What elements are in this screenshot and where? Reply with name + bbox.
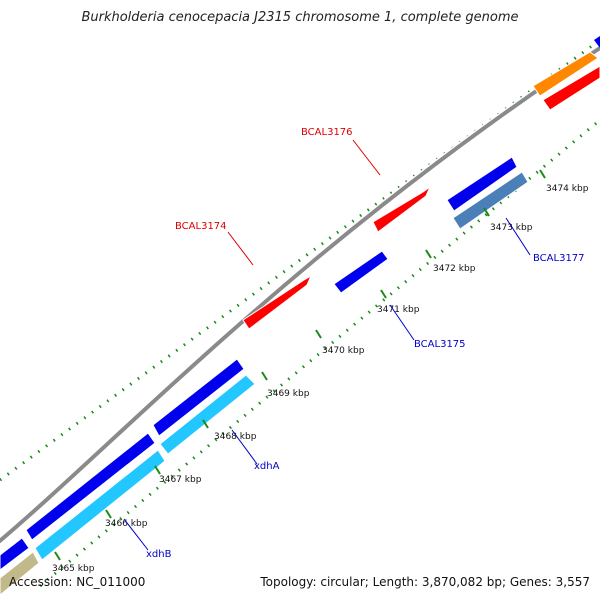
kbp-tick xyxy=(261,371,268,381)
gene-bcal3176[interactable] xyxy=(372,185,432,233)
gene-bottom-olive[interactable] xyxy=(0,551,40,596)
leader-line-bcal3175 xyxy=(389,304,415,341)
gene-xdhb[interactable] xyxy=(34,449,166,561)
gene-top-red[interactable] xyxy=(542,65,600,111)
kbp-tick xyxy=(154,465,161,475)
accession-text: Accession: NC_011000 xyxy=(9,575,146,589)
kbp-tick-marks xyxy=(54,169,546,561)
gene-label-bcal3174[interactable]: BCAL3174 xyxy=(175,221,227,232)
leader-line-xdhb xyxy=(123,518,149,551)
kbp-tick xyxy=(539,169,546,179)
leader-line-bcal3177 xyxy=(505,217,531,256)
kbp-tick xyxy=(425,249,432,259)
gene-bottom-blue[interactable] xyxy=(0,537,30,571)
gene-top-blue-edge[interactable] xyxy=(594,36,600,48)
gene-blue-long-a[interactable] xyxy=(152,358,245,437)
gene-bcal3177[interactable] xyxy=(446,156,518,212)
kbp-tick xyxy=(202,419,209,429)
gene-label-xdha[interactable]: xdhA xyxy=(254,461,280,472)
kbp-tick xyxy=(315,329,322,339)
gene-bcal3175[interactable] xyxy=(333,250,389,294)
kbp-label: 3468 kbp xyxy=(214,432,257,442)
kbp-tick xyxy=(483,207,490,217)
gene-xdha[interactable] xyxy=(159,374,256,455)
gene-label-bcal3176[interactable]: BCAL3176 xyxy=(301,127,353,138)
kbp-label: 3466 kbp xyxy=(105,519,148,529)
gene-label-xdhb[interactable]: xdhB xyxy=(146,549,172,560)
kbp-label: 3474 kbp xyxy=(546,184,589,194)
gene-bcal3174[interactable] xyxy=(242,274,313,330)
kbp-tick xyxy=(105,509,112,519)
leader-line-bcal3174 xyxy=(227,231,254,266)
outer-tick-ring xyxy=(0,38,600,482)
kbp-tick xyxy=(54,551,61,561)
gene-label-bcal3177[interactable]: BCAL3177 xyxy=(533,253,585,264)
chromosome-backbone xyxy=(0,45,600,546)
chromosome-backbone-line xyxy=(0,46,600,544)
genome-summary-text: Topology: circular; Length: 3,870,082 bp… xyxy=(260,575,590,589)
gene-blue-long-b[interactable] xyxy=(25,432,156,541)
leader-line-xdha xyxy=(231,429,258,465)
leader-line-bcal3176 xyxy=(352,139,381,176)
kbp-label: 3472 kbp xyxy=(433,264,476,274)
kbp-label: 3471 kbp xyxy=(377,305,420,315)
kbp-label: 3469 kbp xyxy=(267,389,310,399)
kbp-label: 3473 kbp xyxy=(490,223,533,233)
map-title: Burkholderia cenocepacia J2315 chromosom… xyxy=(81,10,519,25)
kbp-label: 3470 kbp xyxy=(322,346,365,356)
gene-top-orange[interactable] xyxy=(532,51,599,97)
gene-bcal3177-steel[interactable] xyxy=(452,171,529,230)
kbp-label: 3467 kbp xyxy=(159,475,202,485)
kbp-tick xyxy=(380,289,387,299)
kbp-label: 3465 kbp xyxy=(52,564,95,574)
gene-label-bcal3175[interactable]: BCAL3175 xyxy=(414,339,466,350)
